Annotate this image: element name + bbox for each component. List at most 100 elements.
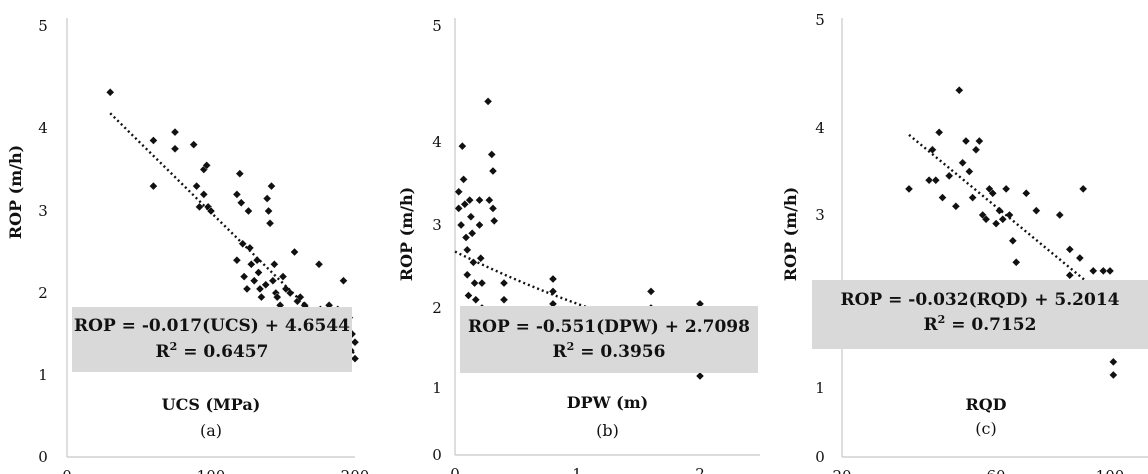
data-point xyxy=(195,202,204,212)
subplot-caption: (c) xyxy=(975,419,996,438)
y-axis-title: ROP (m/h) xyxy=(397,187,416,281)
data-point xyxy=(944,171,954,181)
x-tick-label: 20 xyxy=(832,467,851,474)
x-tick-label: 0 xyxy=(450,465,460,474)
data-point xyxy=(272,292,282,302)
data-point xyxy=(465,195,474,205)
data-point xyxy=(469,258,478,267)
y-tick-label: 3 xyxy=(432,216,442,234)
data-point xyxy=(499,278,509,288)
regression-equation: ROP = -0.032(RQD) + 5.2014 xyxy=(841,290,1120,310)
data-point xyxy=(485,195,494,205)
data-point xyxy=(456,220,466,230)
data-point xyxy=(254,268,263,277)
data-point xyxy=(339,276,348,285)
r-squared-value: = 0.3956 xyxy=(574,342,665,362)
y-tick-label: 5 xyxy=(432,17,442,35)
data-point xyxy=(1065,270,1075,280)
x-axis-title: RQD xyxy=(965,395,1006,414)
equation-box xyxy=(460,306,758,373)
chart-1: 0 1 2 3 4 5 0 100 200 UCS (MPa) ROP (m/h) (a) ROP = … xyxy=(6,17,369,474)
data-point xyxy=(267,181,276,191)
data-point xyxy=(988,188,998,198)
y-tick-label: 5 xyxy=(815,11,825,29)
data-point xyxy=(149,136,158,145)
r-squared-exponent: 2 xyxy=(567,340,575,353)
data-point xyxy=(488,204,498,213)
subplot-caption: (b) xyxy=(596,421,619,440)
data-point xyxy=(954,85,964,95)
r-squared-symbol: R xyxy=(924,315,939,335)
data-point xyxy=(471,295,481,304)
y-tick-label: 4 xyxy=(432,133,442,151)
data-point xyxy=(268,276,278,285)
data-point xyxy=(199,190,209,199)
data-point xyxy=(998,215,1008,224)
data-point xyxy=(475,220,484,230)
data-point xyxy=(938,193,947,202)
data-point xyxy=(454,204,463,213)
data-point xyxy=(991,219,1001,228)
x-tick-label: 200 xyxy=(341,467,370,474)
regression-equation: ROP = -0.551(DPW) + 2.7098 xyxy=(468,317,750,337)
data-point xyxy=(295,292,305,302)
x-tick-label: 100 xyxy=(1096,467,1125,474)
data-point xyxy=(170,144,180,154)
data-point xyxy=(928,145,937,155)
r-squared-label: R2 = 0.7152 xyxy=(924,313,1037,335)
data-point xyxy=(192,181,201,191)
y-tick-label: 0 xyxy=(815,448,825,466)
data-point xyxy=(924,175,934,185)
data-point xyxy=(488,166,498,176)
data-point xyxy=(350,337,360,347)
data-point xyxy=(252,255,262,265)
y-tick-label: 0 xyxy=(38,448,48,466)
trendline xyxy=(908,133,1098,291)
data-point xyxy=(931,175,941,185)
data-point xyxy=(270,260,279,269)
r-squared-symbol: R xyxy=(553,342,568,362)
r-squared-value: = 0.6457 xyxy=(177,342,268,362)
data-point xyxy=(467,229,477,238)
y-tick-label: 5 xyxy=(38,17,48,35)
x-tick-label: 0 xyxy=(62,467,72,474)
data-point xyxy=(1099,266,1108,276)
data-point xyxy=(460,199,470,209)
data-point xyxy=(487,150,497,159)
data-point xyxy=(934,128,944,137)
data-point xyxy=(1032,206,1041,215)
y-tick-label: 3 xyxy=(815,206,825,224)
data-point xyxy=(202,161,211,170)
data-point xyxy=(261,280,271,290)
data-point xyxy=(470,278,479,288)
chart-2: 0 1 2 3 4 5 0 1 2 DPW (m) ROP (m/h) (b) ROP = -0.551… xyxy=(397,17,760,474)
data-point xyxy=(968,193,977,202)
data-point xyxy=(971,145,981,155)
data-point xyxy=(1109,357,1118,367)
data-point xyxy=(264,206,273,216)
chart-3: 0 1 2 3 4 5 20 60 100 RQD ROP (m/h) (c) ROP = -0.032… xyxy=(781,11,1148,474)
r-squared-exponent: 2 xyxy=(170,340,178,353)
x-tick-label: 2 xyxy=(695,465,705,474)
data-point xyxy=(548,274,558,284)
data-point xyxy=(951,202,961,211)
data-point xyxy=(1001,184,1011,194)
x-tick-label: 60 xyxy=(986,467,1005,474)
data-point xyxy=(249,276,259,285)
data-point xyxy=(236,198,246,207)
y-tick-label: 1 xyxy=(432,379,442,397)
data-point xyxy=(265,219,275,228)
data-point xyxy=(278,272,288,281)
data-point xyxy=(232,190,242,199)
data-point xyxy=(961,136,971,146)
data-point xyxy=(981,215,991,224)
r-squared-exponent: 2 xyxy=(938,313,946,326)
data-point xyxy=(476,253,486,263)
data-point xyxy=(462,245,472,255)
y-tick-label: 4 xyxy=(38,119,48,137)
data-point xyxy=(1075,253,1085,263)
data-point xyxy=(105,88,115,97)
data-point xyxy=(958,158,967,168)
data-point xyxy=(290,247,299,257)
